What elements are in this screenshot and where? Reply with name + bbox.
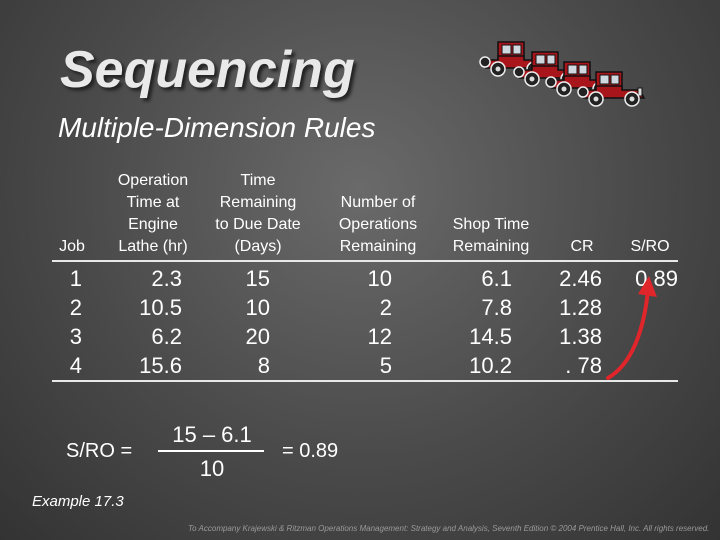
copyright-footer: To Accompany Krajewski & Ritzman Operati… — [188, 524, 710, 533]
table-cell: 10.2 — [469, 353, 512, 378]
column-operations-remaining: 10 2 12 5 — [340, 264, 392, 380]
table-cell: 2.46 — [559, 266, 602, 291]
table-cell: 1.38 — [559, 324, 602, 349]
formula-denominator: 10 — [199, 456, 225, 481]
header-operations-remaining: Number of Operations Remaining — [338, 194, 418, 255]
header-sro: S/RO — [630, 238, 670, 255]
fraction-bar — [158, 450, 264, 452]
header-job: Job — [59, 238, 85, 255]
table-top-rule — [52, 260, 678, 262]
table-cell: 15 — [245, 266, 270, 291]
table-cell: 6.2 — [151, 324, 182, 349]
header-shop-time: Shop Time Remaining — [452, 216, 530, 255]
table-cell: 20 — [245, 324, 270, 349]
table-cell: 8 — [257, 353, 270, 378]
column-sro: 0.89 — [618, 264, 678, 293]
column-operation-time: 2.3 10.5 6.2 15.6 — [110, 264, 182, 380]
column-shop-time: 6.1 7.8 14.5 10.2 — [452, 264, 512, 380]
curved-arrow-icon — [606, 276, 657, 380]
table-cell: . 78 — [565, 353, 602, 378]
table-cell: 2 — [69, 295, 82, 320]
header-operation-time: Operation Time at Engine Lathe (hr) — [117, 172, 189, 255]
header-cr: CR — [570, 238, 594, 255]
table-cell: 10.5 — [139, 295, 182, 320]
table-cell: 15.6 — [139, 353, 182, 378]
formula-numerator: 15 – 6.1 — [172, 422, 252, 447]
column-cr: 2.46 1.28 1.38 . 78 — [546, 264, 602, 380]
table-cell: 1 — [69, 266, 82, 291]
formula-result: = 0.89 — [282, 440, 339, 462]
table-cell: 10 — [367, 266, 392, 291]
table-cell: 5 — [379, 353, 392, 378]
table-cell: 6.1 — [481, 266, 512, 291]
table-cell: 14.5 — [469, 324, 512, 349]
table-cell: 2.3 — [151, 266, 182, 291]
table-cell: 1.28 — [559, 295, 602, 320]
table-bottom-rule — [52, 380, 678, 382]
table-cell: 3 — [69, 324, 82, 349]
table-cell: 0.89 — [635, 266, 678, 291]
column-time-remaining: 15 10 20 8 — [220, 264, 270, 380]
table-cell: 4 — [69, 353, 82, 378]
table-cell: 7.8 — [481, 295, 512, 320]
vintage-cars-icon — [479, 41, 645, 107]
slide-title: Sequencing — [60, 41, 355, 99]
table-cell: 10 — [245, 295, 270, 320]
example-label: Example 17.3 — [32, 493, 124, 510]
column-job: 1 2 3 4 — [52, 264, 82, 380]
table-cell: 12 — [367, 324, 392, 349]
formula-lhs: S/RO = — [66, 440, 133, 462]
slide-subtitle: Multiple-Dimension Rules — [58, 112, 376, 143]
header-time-remaining: Time Remaining to Due Date (Days) — [215, 172, 301, 255]
table-cell: 2 — [379, 295, 392, 320]
